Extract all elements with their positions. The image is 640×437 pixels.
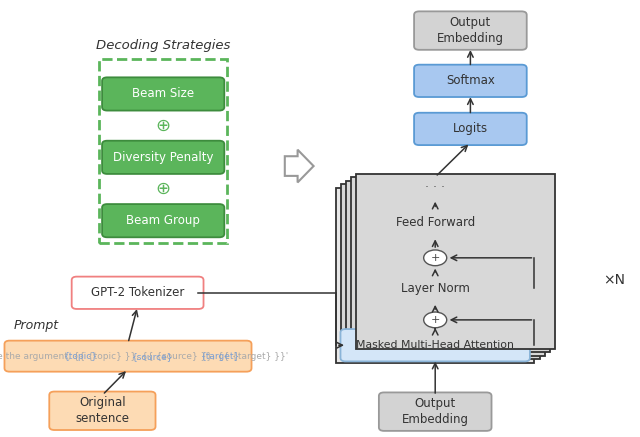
Text: Decoding Strategies: Decoding Strategies (96, 39, 230, 52)
FancyBboxPatch shape (414, 11, 527, 50)
Text: Diversity Penalty: Diversity Penalty (113, 151, 214, 164)
FancyBboxPatch shape (102, 204, 225, 237)
Text: Layer Norm: Layer Norm (401, 282, 470, 295)
Text: Logits: Logits (453, 122, 488, 135)
Text: 'Rebute the argument, {{ {topic} }}, {{ {source} }}, {{ {target} }}': 'Rebute the argument, {{ {topic} }}, {{ … (0, 352, 288, 361)
FancyBboxPatch shape (340, 329, 530, 361)
FancyBboxPatch shape (49, 392, 156, 430)
Text: {target}: {target} (200, 352, 240, 361)
Text: {source}: {source} (132, 352, 173, 361)
FancyBboxPatch shape (102, 141, 225, 174)
Text: Beam Size: Beam Size (132, 87, 195, 101)
FancyBboxPatch shape (414, 65, 527, 97)
Text: · · ·: · · · (425, 181, 445, 194)
FancyBboxPatch shape (102, 77, 225, 111)
FancyBboxPatch shape (336, 188, 534, 363)
Text: Output
Embedding: Output Embedding (437, 16, 504, 45)
Text: Softmax: Softmax (446, 74, 495, 87)
Text: +: + (431, 315, 440, 325)
Text: Masked Multi-Head Attention: Masked Multi-Head Attention (356, 340, 514, 350)
Text: {topic}: {topic} (64, 352, 99, 361)
FancyBboxPatch shape (346, 181, 545, 356)
FancyBboxPatch shape (414, 113, 527, 145)
Text: ×N: ×N (604, 273, 625, 287)
FancyBboxPatch shape (379, 392, 492, 431)
FancyBboxPatch shape (351, 177, 550, 352)
FancyBboxPatch shape (356, 207, 514, 239)
FancyBboxPatch shape (341, 184, 540, 359)
FancyBboxPatch shape (72, 277, 204, 309)
Text: +: + (431, 253, 440, 263)
FancyBboxPatch shape (4, 341, 252, 371)
Text: Output
Embedding: Output Embedding (402, 397, 468, 426)
FancyArrow shape (285, 149, 314, 183)
Text: Original
sentence: Original sentence (76, 396, 129, 425)
Text: Prompt: Prompt (14, 319, 60, 332)
FancyBboxPatch shape (356, 272, 514, 305)
FancyBboxPatch shape (356, 174, 555, 349)
Circle shape (424, 312, 447, 328)
Text: Feed Forward: Feed Forward (396, 216, 475, 229)
Text: ⊕: ⊕ (156, 180, 171, 198)
Text: Beam Group: Beam Group (126, 214, 200, 227)
Text: GPT-2 Tokenizer: GPT-2 Tokenizer (91, 286, 184, 299)
Circle shape (424, 250, 447, 266)
Text: ⊕: ⊕ (156, 117, 171, 135)
